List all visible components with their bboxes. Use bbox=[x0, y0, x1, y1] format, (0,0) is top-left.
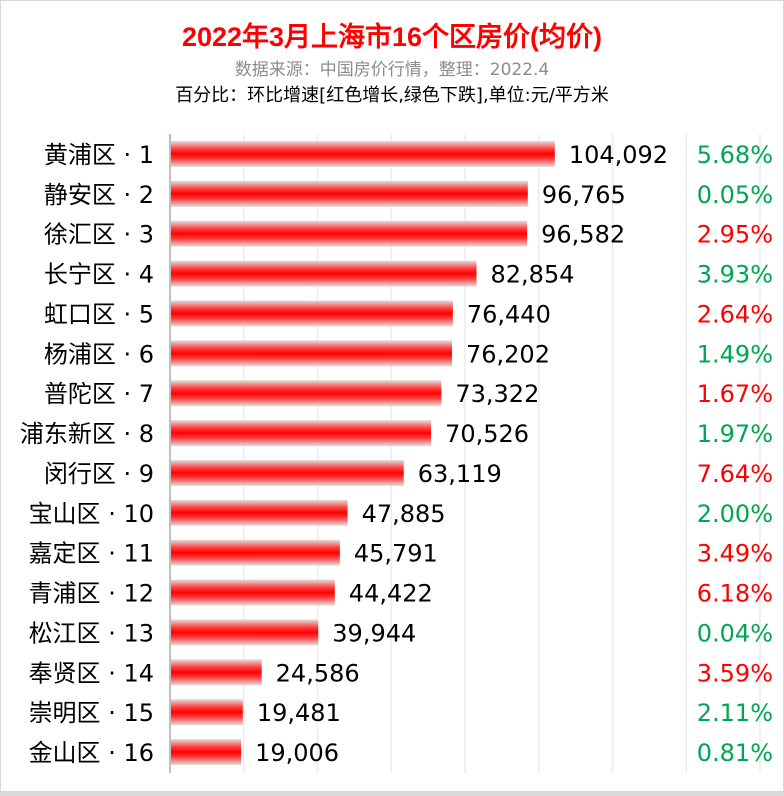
pct-change-label: 3.93% bbox=[697, 261, 773, 289]
data-label: 63,119 bbox=[418, 460, 502, 488]
chart-title: 2022年3月上海市16个区房价(均价) bbox=[181, 22, 603, 52]
data-label: 39,944 bbox=[332, 619, 416, 647]
category-label: 虹口区 · 5 bbox=[44, 300, 154, 328]
pct-change-label: 3.59% bbox=[697, 659, 773, 687]
data-label: 76,440 bbox=[467, 300, 551, 328]
category-label: 崇明区 · 15 bbox=[29, 699, 154, 727]
data-label: 47,885 bbox=[362, 500, 446, 528]
bar bbox=[171, 300, 453, 327]
pct-change-label: 6.18% bbox=[697, 580, 773, 608]
pct-change-label: 7.64% bbox=[697, 460, 773, 488]
chart-subtitle: 数据来源：中国房价行情，整理：2022.4 bbox=[234, 60, 550, 80]
data-label: 70,526 bbox=[445, 420, 529, 448]
category-label: 浦东新区 · 8 bbox=[20, 420, 154, 448]
pct-change-label: 2.11% bbox=[697, 699, 773, 727]
data-label: 96,765 bbox=[542, 181, 626, 209]
data-label: 76,202 bbox=[466, 340, 550, 368]
category-label: 静安区 · 2 bbox=[44, 181, 154, 209]
bar bbox=[171, 420, 432, 447]
category-label: 青浦区 · 12 bbox=[29, 580, 154, 608]
bottom-border bbox=[1, 791, 783, 795]
pct-change-label: 3.49% bbox=[697, 540, 773, 568]
category-label: 奉贤区 · 14 bbox=[29, 659, 154, 687]
data-label: 96,582 bbox=[541, 221, 625, 249]
data-label: 73,322 bbox=[455, 380, 539, 408]
bar bbox=[171, 220, 528, 247]
category-label: 松江区 · 13 bbox=[29, 619, 154, 647]
bar bbox=[171, 499, 348, 526]
bar bbox=[171, 459, 404, 486]
bar bbox=[171, 579, 335, 606]
pct-change-label: 1.67% bbox=[697, 380, 773, 408]
category-label: 长宁区 · 4 bbox=[44, 261, 154, 289]
pct-change-label: 1.49% bbox=[697, 340, 773, 368]
category-label: 杨浦区 · 6 bbox=[44, 340, 154, 368]
category-label: 嘉定区 · 11 bbox=[29, 540, 154, 568]
data-label: 45,791 bbox=[354, 540, 438, 568]
bar bbox=[171, 539, 340, 566]
category-label: 宝山区 · 10 bbox=[29, 500, 154, 528]
bar bbox=[171, 380, 442, 407]
category-label: 普陀区 · 7 bbox=[44, 380, 154, 408]
pct-change-label: 0.81% bbox=[697, 739, 773, 767]
pct-change-label: 2.95% bbox=[697, 221, 773, 249]
bar bbox=[171, 180, 528, 207]
bar bbox=[171, 340, 452, 367]
pct-change-label: 2.64% bbox=[697, 300, 773, 328]
category-label: 闵行区 · 9 bbox=[44, 460, 154, 488]
data-label: 24,586 bbox=[276, 659, 360, 687]
pct-change-label: 1.97% bbox=[697, 420, 773, 448]
bar bbox=[171, 619, 319, 646]
bar bbox=[171, 260, 477, 287]
category-label: 黄浦区 · 1 bbox=[44, 141, 154, 169]
category-label: 金山区 · 16 bbox=[29, 739, 154, 767]
data-label: 19,481 bbox=[257, 699, 341, 727]
data-label: 82,854 bbox=[491, 261, 575, 289]
data-label: 19,006 bbox=[255, 739, 339, 767]
bar bbox=[171, 141, 555, 167]
bar bbox=[171, 659, 262, 686]
pct-change-label: 0.04% bbox=[697, 619, 773, 647]
bar bbox=[171, 739, 242, 766]
data-label: 104,092 bbox=[569, 141, 668, 169]
bar bbox=[171, 699, 243, 726]
data-label: 44,422 bbox=[349, 580, 433, 608]
category-label: 徐汇区 · 3 bbox=[44, 221, 154, 249]
pct-change-label: 5.68% bbox=[697, 141, 773, 169]
pct-change-label: 0.05% bbox=[697, 181, 773, 209]
chart-note: 百分比：环比增速[红色增长,绿色下跌],单位:元/平方米 bbox=[175, 85, 609, 106]
pct-change-label: 2.00% bbox=[697, 500, 773, 528]
